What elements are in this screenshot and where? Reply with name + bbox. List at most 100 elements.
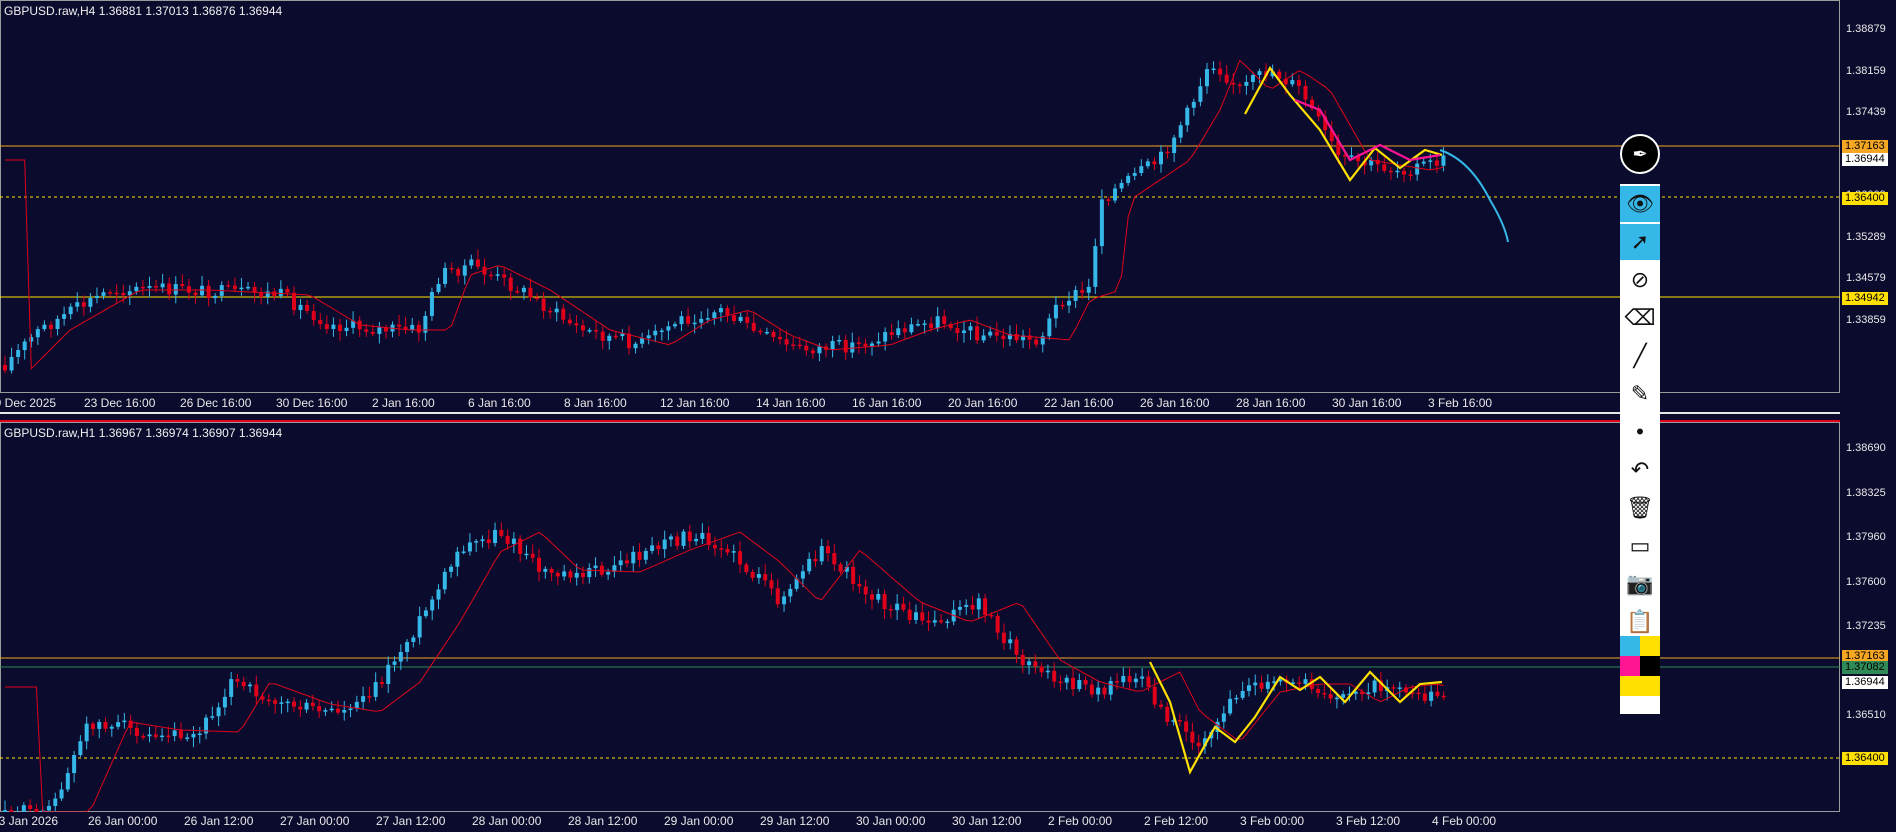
candlestick (461, 545, 466, 555)
candlestick (226, 280, 231, 290)
pen-tool-icon[interactable]: ✒ (1620, 134, 1660, 174)
highlighter-icon[interactable]: ✎ (1630, 381, 1650, 406)
hide-drawings-icon[interactable]: ⊘ (1630, 267, 1650, 292)
h1-price-plot[interactable] (0, 422, 1840, 812)
zigzag-drawing-secondary[interactable] (1294, 98, 1441, 162)
candlestick (379, 676, 384, 688)
candlestick (738, 541, 743, 574)
candlestick (712, 536, 717, 557)
dot-tool-icon[interactable]: • (1636, 419, 1644, 444)
zigzag-drawing[interactable] (1149, 661, 1443, 775)
candlestick (1237, 82, 1242, 94)
h4-chart-pane[interactable]: GBPUSD.raw,H4 1.36881 1.37013 1.36876 1.… (0, 0, 1896, 410)
candlestick (81, 295, 86, 317)
candlestick (738, 312, 743, 324)
eye-icon[interactable]: 👁 (1620, 186, 1660, 222)
color-swatch[interactable] (1620, 636, 1640, 656)
cursor-icon[interactable]: ➚ (1620, 224, 1660, 260)
candlestick (285, 285, 290, 297)
zigzag-drawing[interactable] (1244, 65, 1443, 182)
h1-time-label: 29 Jan 12:00 (760, 814, 830, 828)
h4-time-label: 26 Dec 16:00 (180, 396, 252, 410)
candlestick (543, 566, 548, 579)
candlestick (1083, 676, 1088, 691)
h1-price-axis[interactable] (1840, 422, 1896, 812)
candlestick (127, 285, 132, 306)
candlestick (1246, 677, 1251, 697)
candlestick (706, 526, 711, 551)
candlestick (323, 707, 328, 717)
candlestick (1250, 71, 1255, 90)
candlestick (830, 335, 835, 358)
candlestick (1121, 667, 1126, 687)
trash-icon[interactable]: 🗑 (1626, 495, 1654, 520)
candlestick (141, 733, 146, 740)
candlestick (656, 541, 661, 555)
candlestick (901, 596, 906, 612)
candlestick (1408, 170, 1413, 181)
color-swatch[interactable] (1620, 676, 1640, 696)
candlestick (837, 335, 842, 345)
pane-divider[interactable] (0, 412, 1840, 414)
candlestick (675, 531, 680, 550)
candlestick (1047, 313, 1052, 340)
candlestick (926, 611, 931, 631)
candlestick (548, 307, 553, 319)
undo-icon[interactable]: ↶ (1630, 457, 1650, 482)
h1-time-label: 27 Jan 00:00 (280, 814, 350, 828)
candlestick (410, 318, 415, 333)
h1-price-label: 1.36510 (1846, 709, 1886, 721)
candlestick (1349, 147, 1354, 159)
candlestick (16, 344, 21, 364)
color-swatch[interactable] (1640, 656, 1660, 676)
candlestick (902, 322, 907, 339)
projector-icon[interactable]: ▭ (1629, 533, 1651, 558)
h1-chart-pane[interactable]: GBPUSD.raw,H1 1.36967 1.36974 1.36907 1.… (0, 422, 1896, 832)
candlestick (1259, 675, 1264, 693)
h1-time-label: 29 Jan 00:00 (664, 814, 734, 828)
candlestick (1001, 623, 1006, 651)
candlestick (782, 591, 787, 612)
candlestick (731, 544, 736, 563)
color-swatch[interactable] (1640, 676, 1660, 696)
color-swatch[interactable] (1620, 656, 1640, 676)
candlestick (587, 563, 592, 584)
h4-price-tag: 1.36400 (1842, 192, 1888, 205)
candlestick (763, 564, 768, 587)
camera-icon[interactable]: 📷 (1626, 571, 1654, 596)
candlestick (1366, 682, 1371, 700)
candlestick (794, 574, 799, 592)
candlestick (480, 535, 485, 548)
candlestick (502, 267, 507, 287)
candlestick (1375, 151, 1380, 173)
candlestick (1089, 679, 1094, 698)
candlestick (1071, 667, 1076, 696)
candlestick (172, 722, 177, 742)
candlestick (712, 310, 717, 325)
candlestick (1372, 678, 1377, 697)
candlestick (518, 535, 523, 562)
clipboard-icon[interactable]: 📋 (1626, 609, 1654, 634)
candlestick (1064, 674, 1069, 690)
candlestick (357, 315, 362, 338)
candlestick (1052, 662, 1057, 688)
candlestick (719, 539, 724, 558)
candlestick (351, 311, 356, 334)
candlestick (101, 288, 106, 300)
candlestick (581, 319, 585, 337)
line-tool-icon[interactable]: ╱ (1633, 343, 1647, 368)
h1-chart-area[interactable] (0, 422, 1840, 812)
candlestick (832, 544, 837, 571)
h4-price-plot[interactable] (0, 0, 1840, 393)
candlestick (499, 522, 504, 539)
candlestick (482, 258, 487, 285)
candlestick (1369, 156, 1374, 172)
color-swatch[interactable] (1640, 636, 1660, 656)
candlestick (631, 545, 636, 572)
candlestick (147, 726, 152, 743)
candlestick (1347, 686, 1352, 702)
eraser-icon[interactable]: ⌫ (1624, 305, 1656, 330)
candlestick (21, 802, 26, 812)
candlestick (1102, 685, 1107, 699)
projection-curve[interactable] (1439, 149, 1509, 243)
